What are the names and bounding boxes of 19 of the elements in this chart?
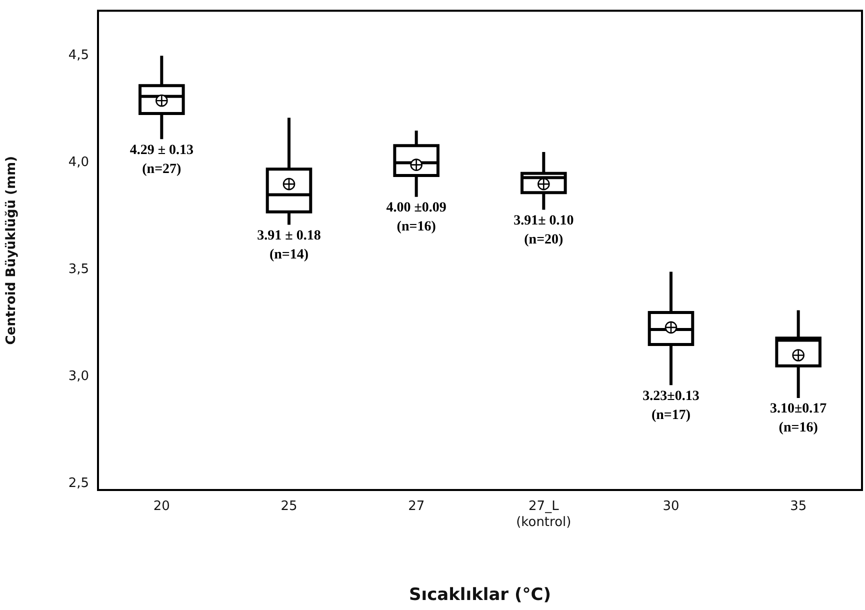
annotation: 3.91 ± 0.18 (n=14): [257, 228, 321, 262]
x-axis-title: Sıcaklıklar (°C): [408, 585, 552, 606]
annotation: 3.91± 0.10 (n=20): [514, 213, 574, 248]
y-tick-label: 4,0: [68, 155, 89, 170]
y-axis-title: Centroid Büyüklüğü (mm): [4, 156, 20, 345]
y-tick-label: 2,5: [68, 476, 89, 491]
x-tick-label: 20: [153, 499, 170, 514]
y-tick-label: 3,5: [68, 262, 89, 278]
annotation: 3.23±0.13 (n=17): [642, 388, 700, 423]
x-tick-label: 25: [280, 499, 298, 514]
x-tick-label: 27_L (kontrol): [516, 499, 572, 530]
x-tick-label: 27: [408, 499, 425, 514]
x-tick-label: 35: [790, 499, 807, 514]
annotation: 3.10±0.17 (n=16): [770, 402, 827, 436]
x-tick-label: 30: [662, 499, 680, 514]
y-tick-label: 3,0: [68, 368, 89, 384]
y-tick-label: 4,5: [68, 48, 89, 64]
annotation: 4.29 ± 0.13 (n=27): [130, 142, 194, 177]
annotation: 4.00 ±0.09 (n=16): [386, 200, 446, 235]
